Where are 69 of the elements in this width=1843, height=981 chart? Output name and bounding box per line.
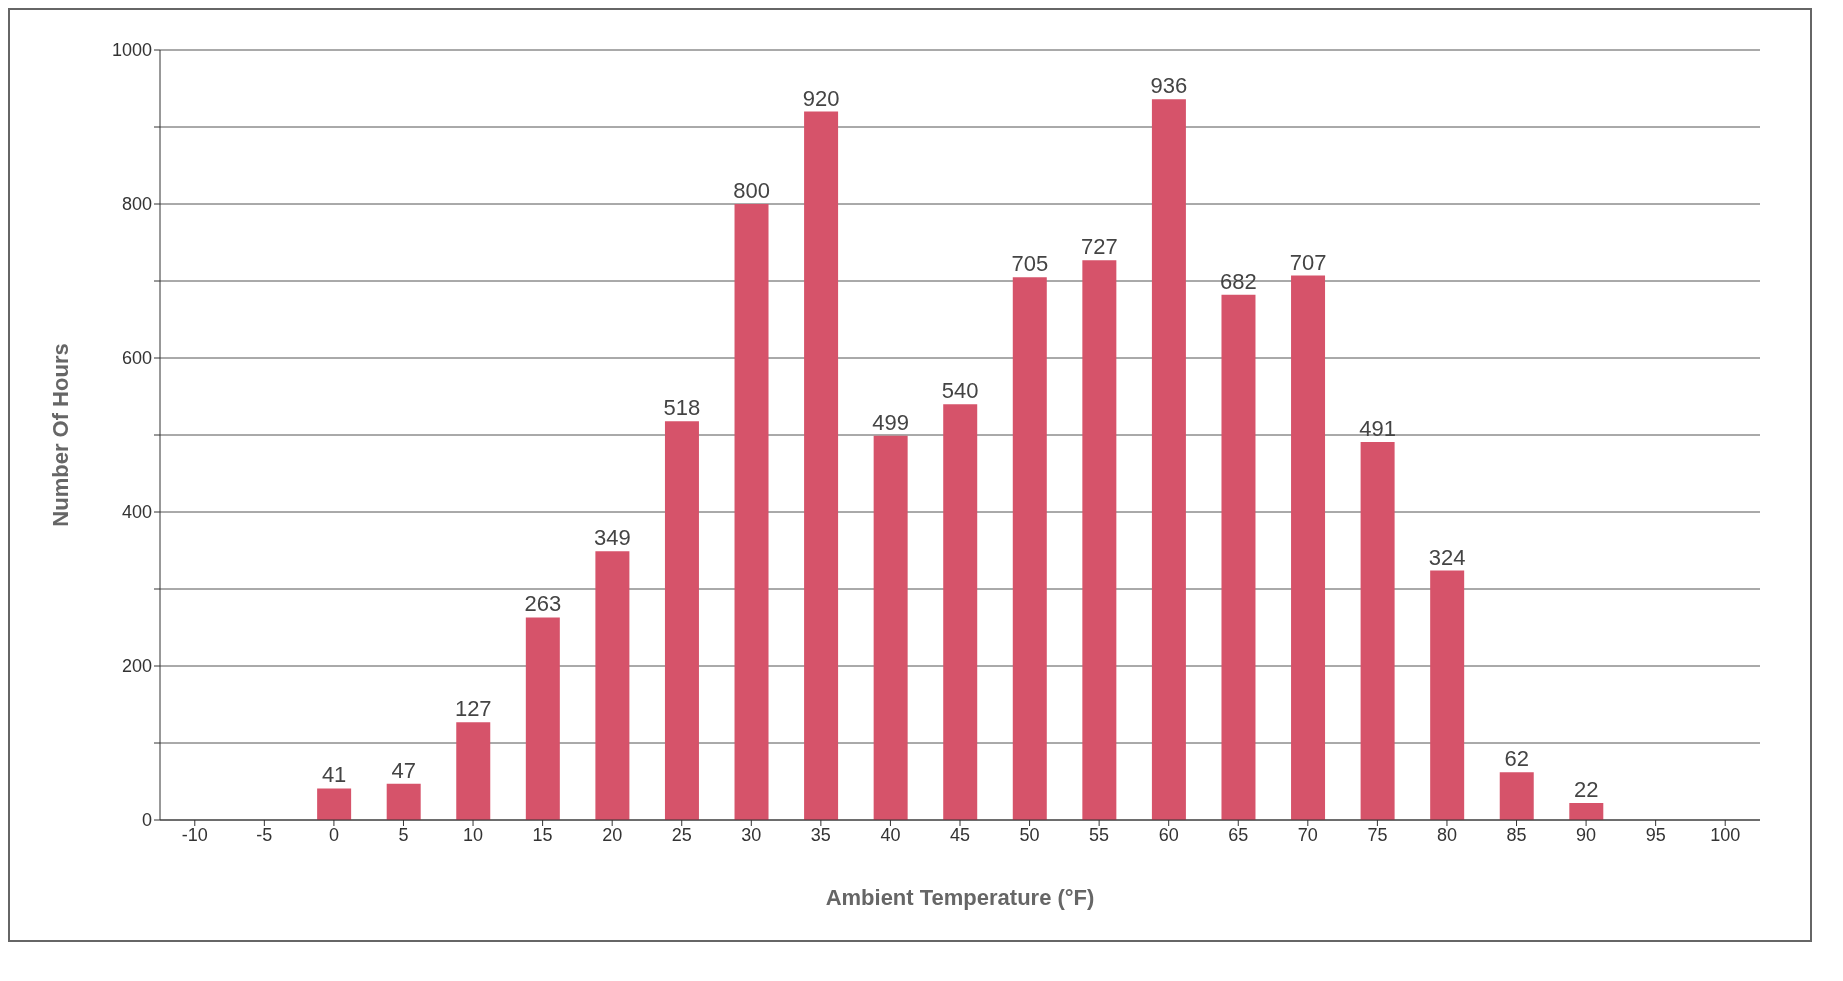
y-tick-label: 600 (121, 348, 152, 369)
x-tick-label: 70 (1297, 824, 1318, 845)
bar (1221, 294, 1256, 820)
x-tick-label: 55 (1089, 824, 1110, 845)
x-tick-label: 25 (671, 824, 692, 845)
bar (386, 783, 421, 820)
y-tick-label: 200 (121, 656, 152, 677)
data-label: 62 (1504, 746, 1529, 772)
bar (525, 617, 560, 820)
bar (595, 551, 630, 820)
y-tick-label: 1000 (111, 40, 152, 61)
bar (1291, 275, 1326, 820)
x-tick-label: 20 (602, 824, 623, 845)
bar (1499, 772, 1534, 820)
data-label: 47 (391, 757, 416, 783)
data-label: 707 (1289, 249, 1327, 275)
x-axis-title: Ambient Temperature (°F) (825, 885, 1095, 910)
bar (804, 111, 839, 820)
x-tick-label: 30 (741, 824, 762, 845)
bar (734, 204, 769, 820)
x-tick-label: 60 (1158, 824, 1179, 845)
data-label: 127 (454, 696, 492, 722)
x-tick-label: 5 (398, 824, 409, 845)
x-tick-label: -5 (256, 824, 273, 845)
data-label: 263 (524, 591, 562, 617)
data-label: 727 (1080, 234, 1118, 260)
data-label: 491 (1359, 415, 1396, 441)
bar (1012, 277, 1047, 820)
bar (317, 788, 352, 820)
x-tick-label: 85 (1506, 824, 1527, 845)
bar (456, 722, 491, 820)
data-label: 705 (1011, 251, 1049, 277)
y-tick-label: 0 (141, 810, 152, 831)
x-tick-label: 75 (1367, 824, 1388, 845)
data-label: 41 (321, 762, 347, 788)
x-tick-label: 95 (1645, 824, 1666, 845)
bar (1569, 803, 1604, 820)
data-label: 800 (733, 178, 770, 203)
y-tick-label: 800 (121, 194, 152, 215)
x-tick-label: 0 (328, 824, 339, 845)
x-tick-label: 40 (880, 824, 901, 845)
x-tick-label: 90 (1576, 824, 1597, 845)
x-tick-label: 65 (1228, 824, 1249, 845)
data-label: 499 (872, 409, 910, 435)
bar (1082, 260, 1117, 820)
x-tick-label: -10 (181, 824, 208, 845)
data-label: 349 (594, 525, 631, 551)
x-tick-label: 35 (810, 824, 831, 845)
x-tick-label: 100 (1710, 824, 1741, 845)
data-label: 324 (1428, 544, 1466, 570)
x-tick-label: 10 (463, 824, 484, 845)
data-label: 682 (1220, 268, 1257, 294)
data-label: 518 (663, 395, 701, 421)
bar (1151, 99, 1186, 820)
data-label: 936 (1150, 73, 1188, 99)
y-tick-label: 400 (121, 502, 152, 523)
x-tick-label: 45 (949, 824, 971, 845)
data-label: 22 (1574, 777, 1599, 803)
bar (1360, 441, 1395, 820)
data-label: 540 (941, 378, 979, 404)
x-tick-label: 80 (1436, 824, 1457, 845)
x-tick-label: 50 (1019, 824, 1040, 845)
x-tick-label: 15 (532, 824, 553, 845)
bar (1430, 570, 1465, 820)
y-axis-title: Number Of Hours (47, 343, 73, 527)
data-label: 920 (802, 85, 840, 111)
bar (873, 435, 908, 820)
bar (943, 404, 978, 820)
bar (664, 421, 699, 820)
